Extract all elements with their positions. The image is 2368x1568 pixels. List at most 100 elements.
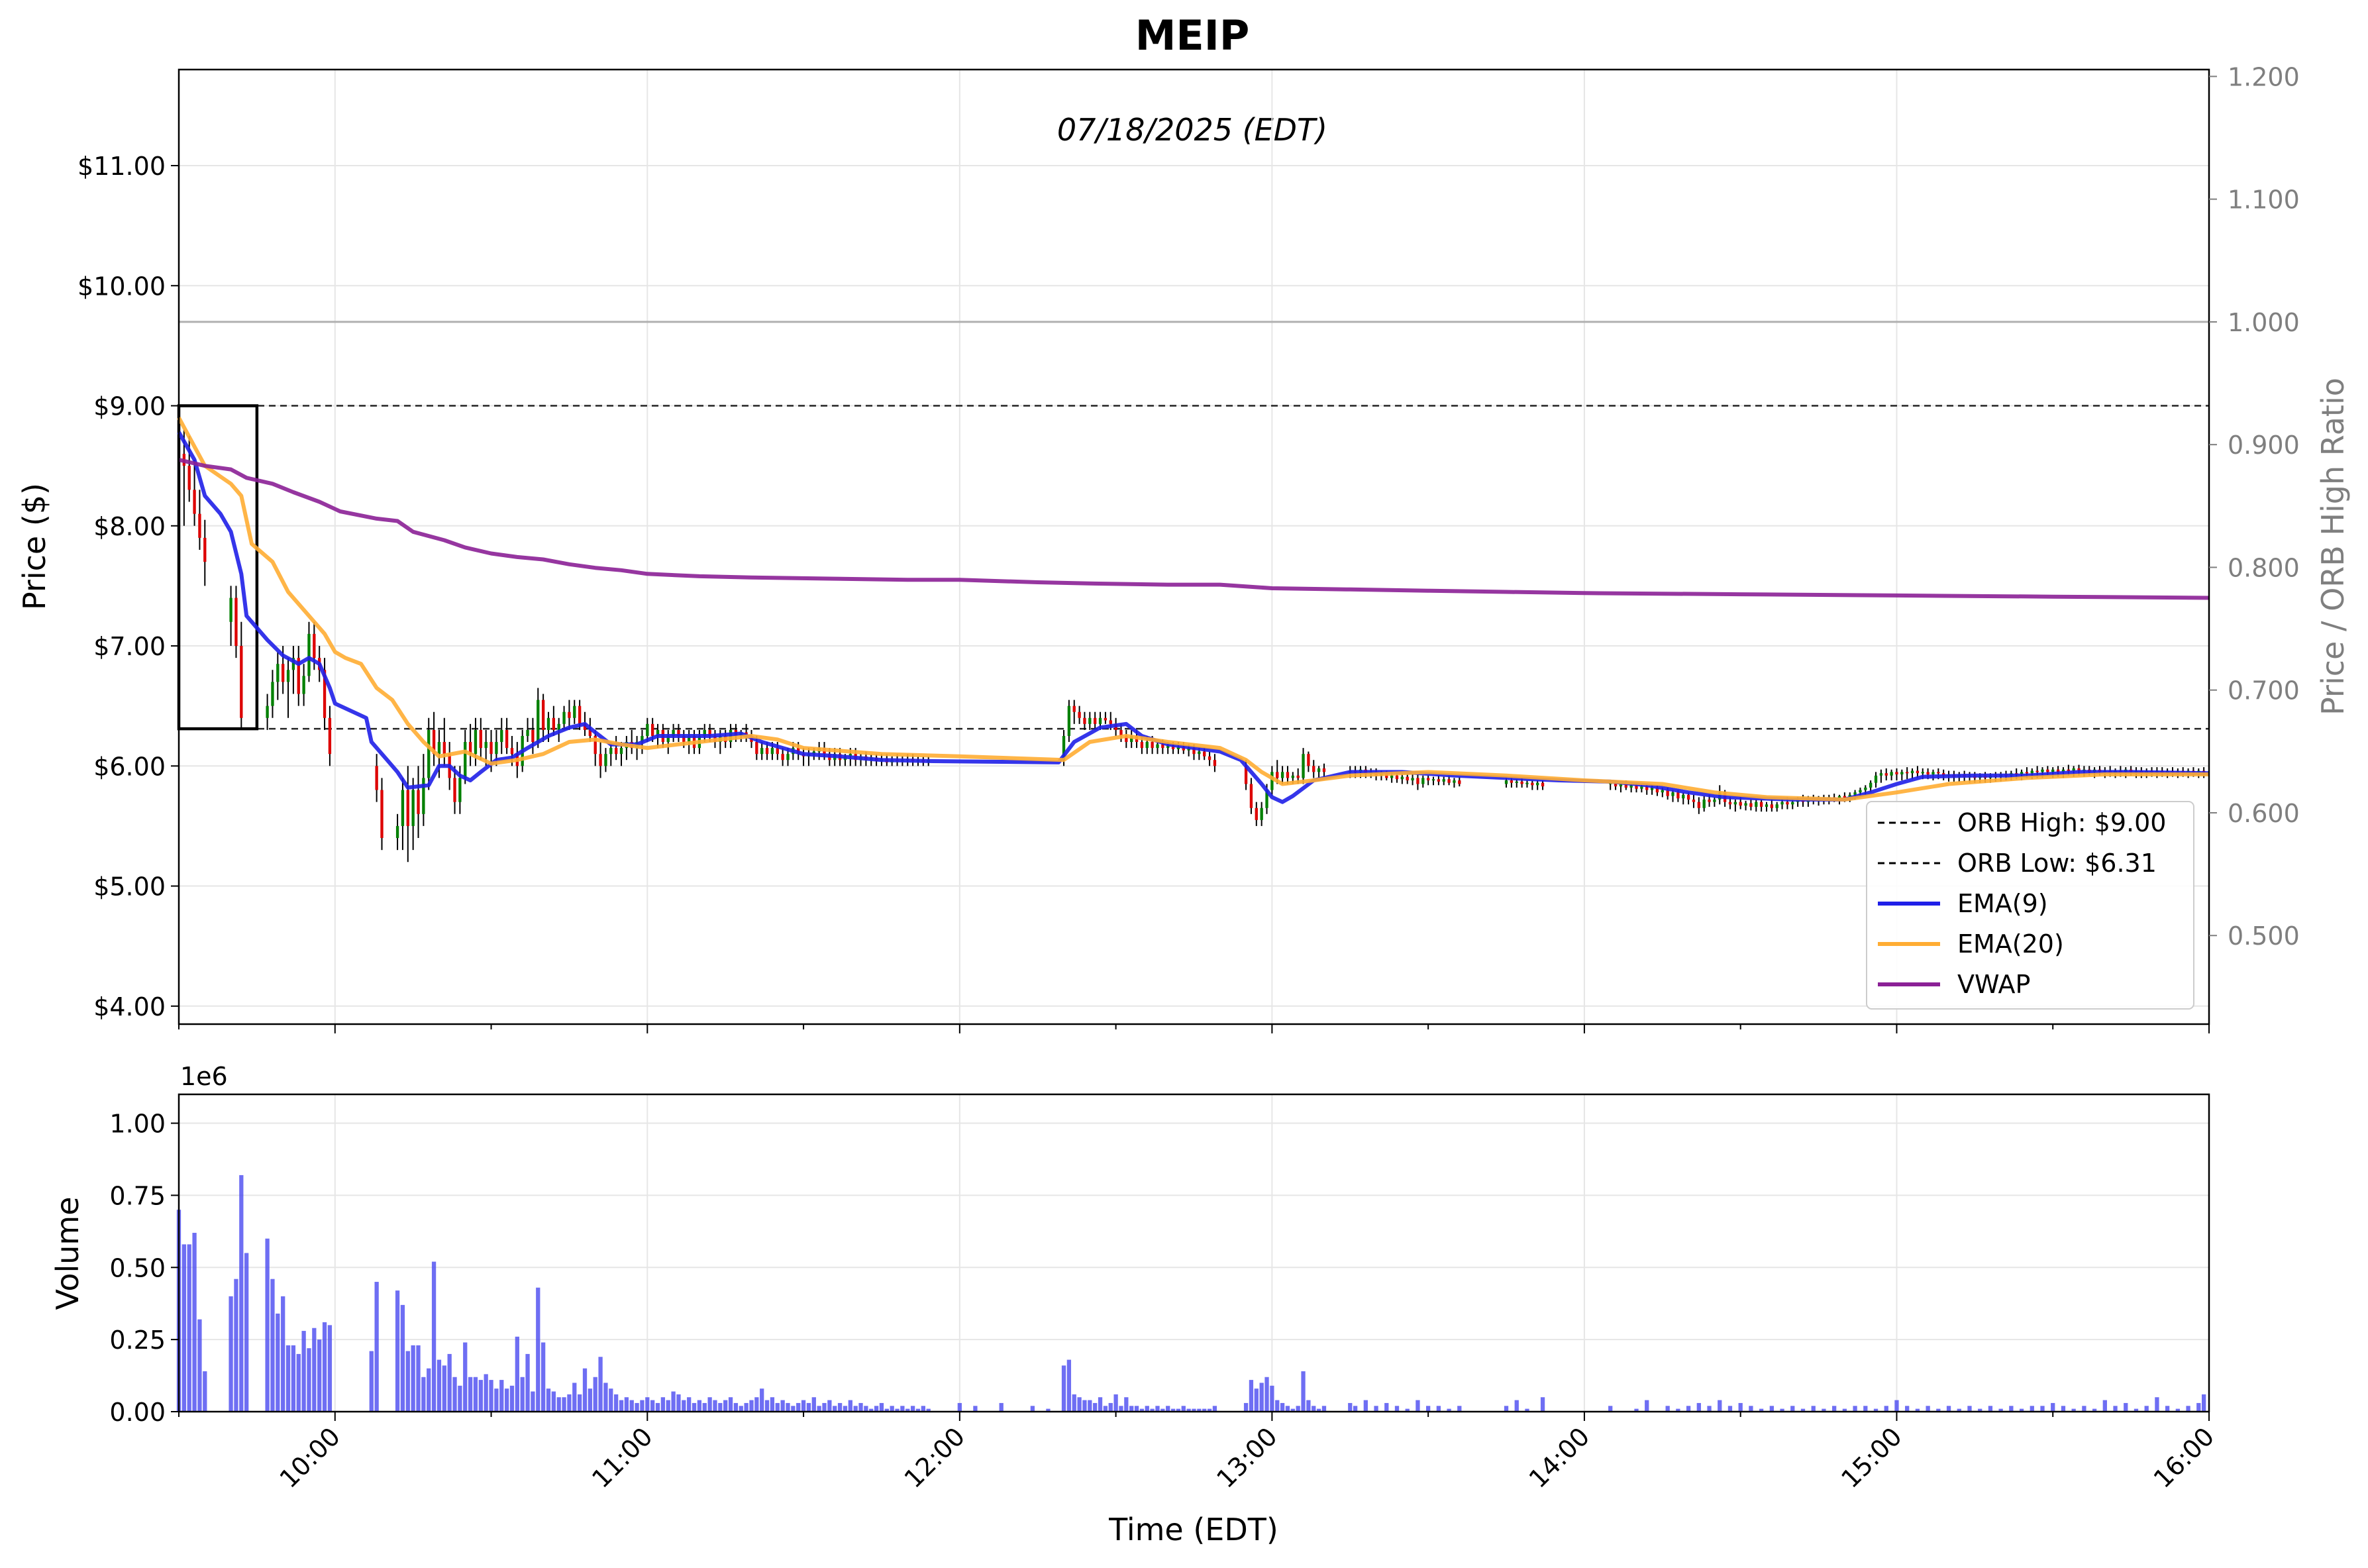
volume-bar bbox=[900, 1406, 905, 1412]
candle-body bbox=[1682, 794, 1685, 799]
candle-body bbox=[401, 790, 405, 826]
volume-bar bbox=[395, 1290, 400, 1412]
volume-bar bbox=[203, 1371, 207, 1412]
candle-body bbox=[1145, 742, 1149, 749]
price-y-tick-label: $5.00 bbox=[93, 872, 166, 902]
volume-bar bbox=[1249, 1380, 1254, 1412]
legend: ORB High: $9.00 ORB Low: $6.31 EMA(9) EMA(2… bbox=[1866, 801, 2194, 1010]
volume-bar bbox=[1686, 1406, 1691, 1412]
volume-axis-label: Volume bbox=[50, 1196, 85, 1310]
candle-body bbox=[1130, 735, 1133, 743]
candle-body bbox=[781, 754, 784, 760]
candle-body bbox=[489, 742, 493, 755]
volume-bar bbox=[833, 1406, 837, 1412]
volume-bar bbox=[405, 1351, 410, 1412]
volume-bar bbox=[1108, 1402, 1113, 1412]
candle-body bbox=[458, 778, 462, 802]
ratio-y-tick-label: 0.700 bbox=[2228, 676, 2300, 706]
volume-bar bbox=[780, 1400, 785, 1412]
candle-body bbox=[1676, 792, 1680, 799]
volume-bar bbox=[806, 1402, 811, 1412]
candle-body bbox=[786, 754, 790, 760]
candle-body bbox=[770, 748, 774, 755]
candle-body bbox=[484, 742, 488, 749]
candle-body bbox=[1864, 787, 1867, 790]
volume-bar bbox=[890, 1406, 894, 1412]
candle-body bbox=[1916, 770, 1920, 774]
volume-bar bbox=[1676, 1408, 1680, 1412]
volume-bar bbox=[837, 1402, 843, 1412]
candle-body bbox=[286, 670, 290, 682]
legend-label: VWAP bbox=[1957, 970, 2030, 999]
volume-bar bbox=[2155, 1397, 2159, 1412]
candle-body bbox=[427, 729, 431, 778]
candle-body bbox=[1749, 803, 1753, 807]
volume-bar bbox=[796, 1402, 801, 1412]
candle-body bbox=[1067, 706, 1071, 736]
volume-bar bbox=[1134, 1406, 1139, 1412]
volume-bar bbox=[1957, 1408, 1961, 1412]
volume-bar bbox=[921, 1406, 925, 1412]
candle-body bbox=[1088, 717, 1092, 724]
candle-body bbox=[505, 729, 509, 749]
volume-bar bbox=[905, 1408, 910, 1412]
candle-body bbox=[1453, 780, 1456, 783]
ratio-y-ticks: 0.500 0.600 0.700 0.800 0.900 1.000 1.100 1.200 bbox=[2209, 62, 2300, 951]
volume-bar bbox=[317, 1339, 322, 1412]
candle-body bbox=[1192, 748, 1196, 755]
volume-bar bbox=[489, 1380, 493, 1412]
volume-bar bbox=[431, 1261, 437, 1412]
candle-body bbox=[1426, 778, 1430, 781]
volume-bar bbox=[2082, 1406, 2086, 1412]
volume-bar bbox=[411, 1345, 415, 1412]
volume-bar bbox=[1769, 1406, 1774, 1412]
candle-body bbox=[1198, 751, 1201, 755]
volume-grid bbox=[179, 1094, 2210, 1412]
candle-body bbox=[1280, 772, 1284, 778]
volume-bar bbox=[1160, 1408, 1165, 1412]
candle-body bbox=[1697, 802, 1700, 808]
volume-bar bbox=[551, 1391, 556, 1412]
volume-bar bbox=[197, 1319, 202, 1412]
candle-body bbox=[2051, 769, 2055, 772]
candle-body bbox=[688, 735, 691, 743]
candle-body bbox=[411, 790, 415, 826]
volume-bar bbox=[437, 1359, 442, 1412]
candle-body bbox=[557, 723, 560, 730]
volume-panel: 0.00 0.25 0.50 0.75 1.00 10:00 11:00 12:00 13:0… bbox=[50, 1062, 2220, 1547]
volume-bar bbox=[1077, 1397, 1082, 1412]
volume-bar bbox=[285, 1345, 291, 1412]
candle-body bbox=[1619, 784, 1623, 787]
volume-bar bbox=[478, 1380, 483, 1412]
candle-body bbox=[1255, 808, 1258, 820]
volume-bar bbox=[650, 1400, 655, 1412]
volume-bar bbox=[707, 1397, 712, 1412]
volume-bar bbox=[1170, 1408, 1176, 1412]
volume-bar bbox=[244, 1253, 249, 1412]
volume-bar bbox=[322, 1322, 327, 1412]
volume-bar bbox=[1832, 1406, 1837, 1412]
volume-bar bbox=[520, 1377, 525, 1412]
candle-body bbox=[1072, 706, 1076, 712]
volume-bar bbox=[640, 1400, 644, 1412]
volume-bar bbox=[635, 1402, 639, 1412]
candle-body bbox=[1666, 790, 1669, 796]
candle-body bbox=[2061, 769, 2065, 772]
candle-body bbox=[1900, 772, 1904, 774]
volume-bar bbox=[1316, 1408, 1321, 1412]
price-axis-label: Price ($) bbox=[17, 483, 52, 610]
volume-bar bbox=[546, 1388, 551, 1412]
candle-body bbox=[1447, 779, 1451, 783]
volume-bar bbox=[1374, 1406, 1378, 1412]
volume-bar bbox=[229, 1296, 233, 1412]
candle-body bbox=[417, 790, 420, 814]
volume-bar bbox=[531, 1391, 535, 1412]
candle-body bbox=[302, 676, 305, 694]
volume-bar bbox=[692, 1402, 697, 1412]
volume-panel-frame bbox=[178, 1093, 2210, 1413]
volume-bar bbox=[687, 1397, 692, 1412]
candle-body bbox=[432, 729, 436, 755]
volume-bar bbox=[536, 1287, 541, 1412]
candle-body bbox=[1244, 766, 1248, 784]
